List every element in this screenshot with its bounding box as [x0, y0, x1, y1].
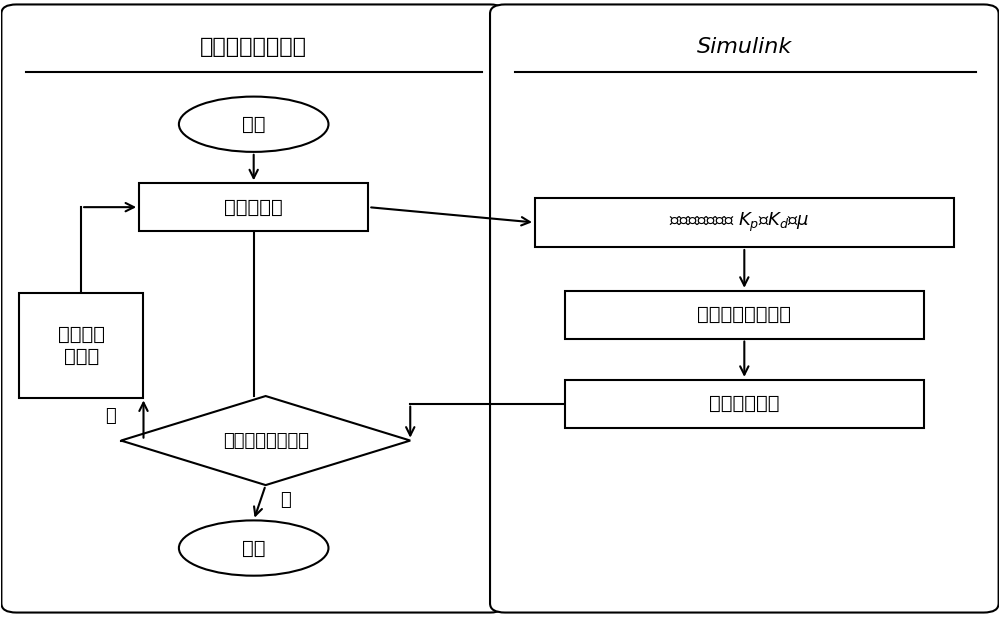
FancyBboxPatch shape — [19, 293, 143, 397]
FancyBboxPatch shape — [565, 291, 924, 339]
Text: 输出性能指标: 输出性能指标 — [709, 394, 780, 413]
Text: 否: 否 — [105, 407, 116, 425]
Text: 是否满足停止条件: 是否满足停止条件 — [223, 431, 309, 450]
FancyBboxPatch shape — [535, 198, 954, 247]
Text: 结束: 结束 — [242, 539, 265, 558]
FancyBboxPatch shape — [490, 4, 999, 613]
Text: 粒子依次赋值给 $K_p$、$K_d$、$\mu$: 粒子依次赋值给 $K_p$、$K_d$、$\mu$ — [669, 211, 810, 234]
Text: 开始: 开始 — [242, 115, 265, 134]
Ellipse shape — [179, 520, 328, 576]
FancyBboxPatch shape — [139, 183, 368, 231]
FancyBboxPatch shape — [565, 379, 924, 428]
Ellipse shape — [179, 97, 328, 152]
Text: 运行控制系统模型: 运行控制系统模型 — [697, 305, 791, 324]
Text: Simulink: Simulink — [697, 38, 792, 57]
Text: 改进的粒子群算法: 改进的粒子群算法 — [200, 38, 307, 57]
FancyBboxPatch shape — [1, 4, 505, 613]
Polygon shape — [121, 396, 410, 485]
Text: 粒子群更
新操作: 粒子群更 新操作 — [58, 325, 105, 366]
Text: 是: 是 — [281, 491, 291, 509]
Text: 产生粒子群: 产生粒子群 — [224, 197, 283, 217]
